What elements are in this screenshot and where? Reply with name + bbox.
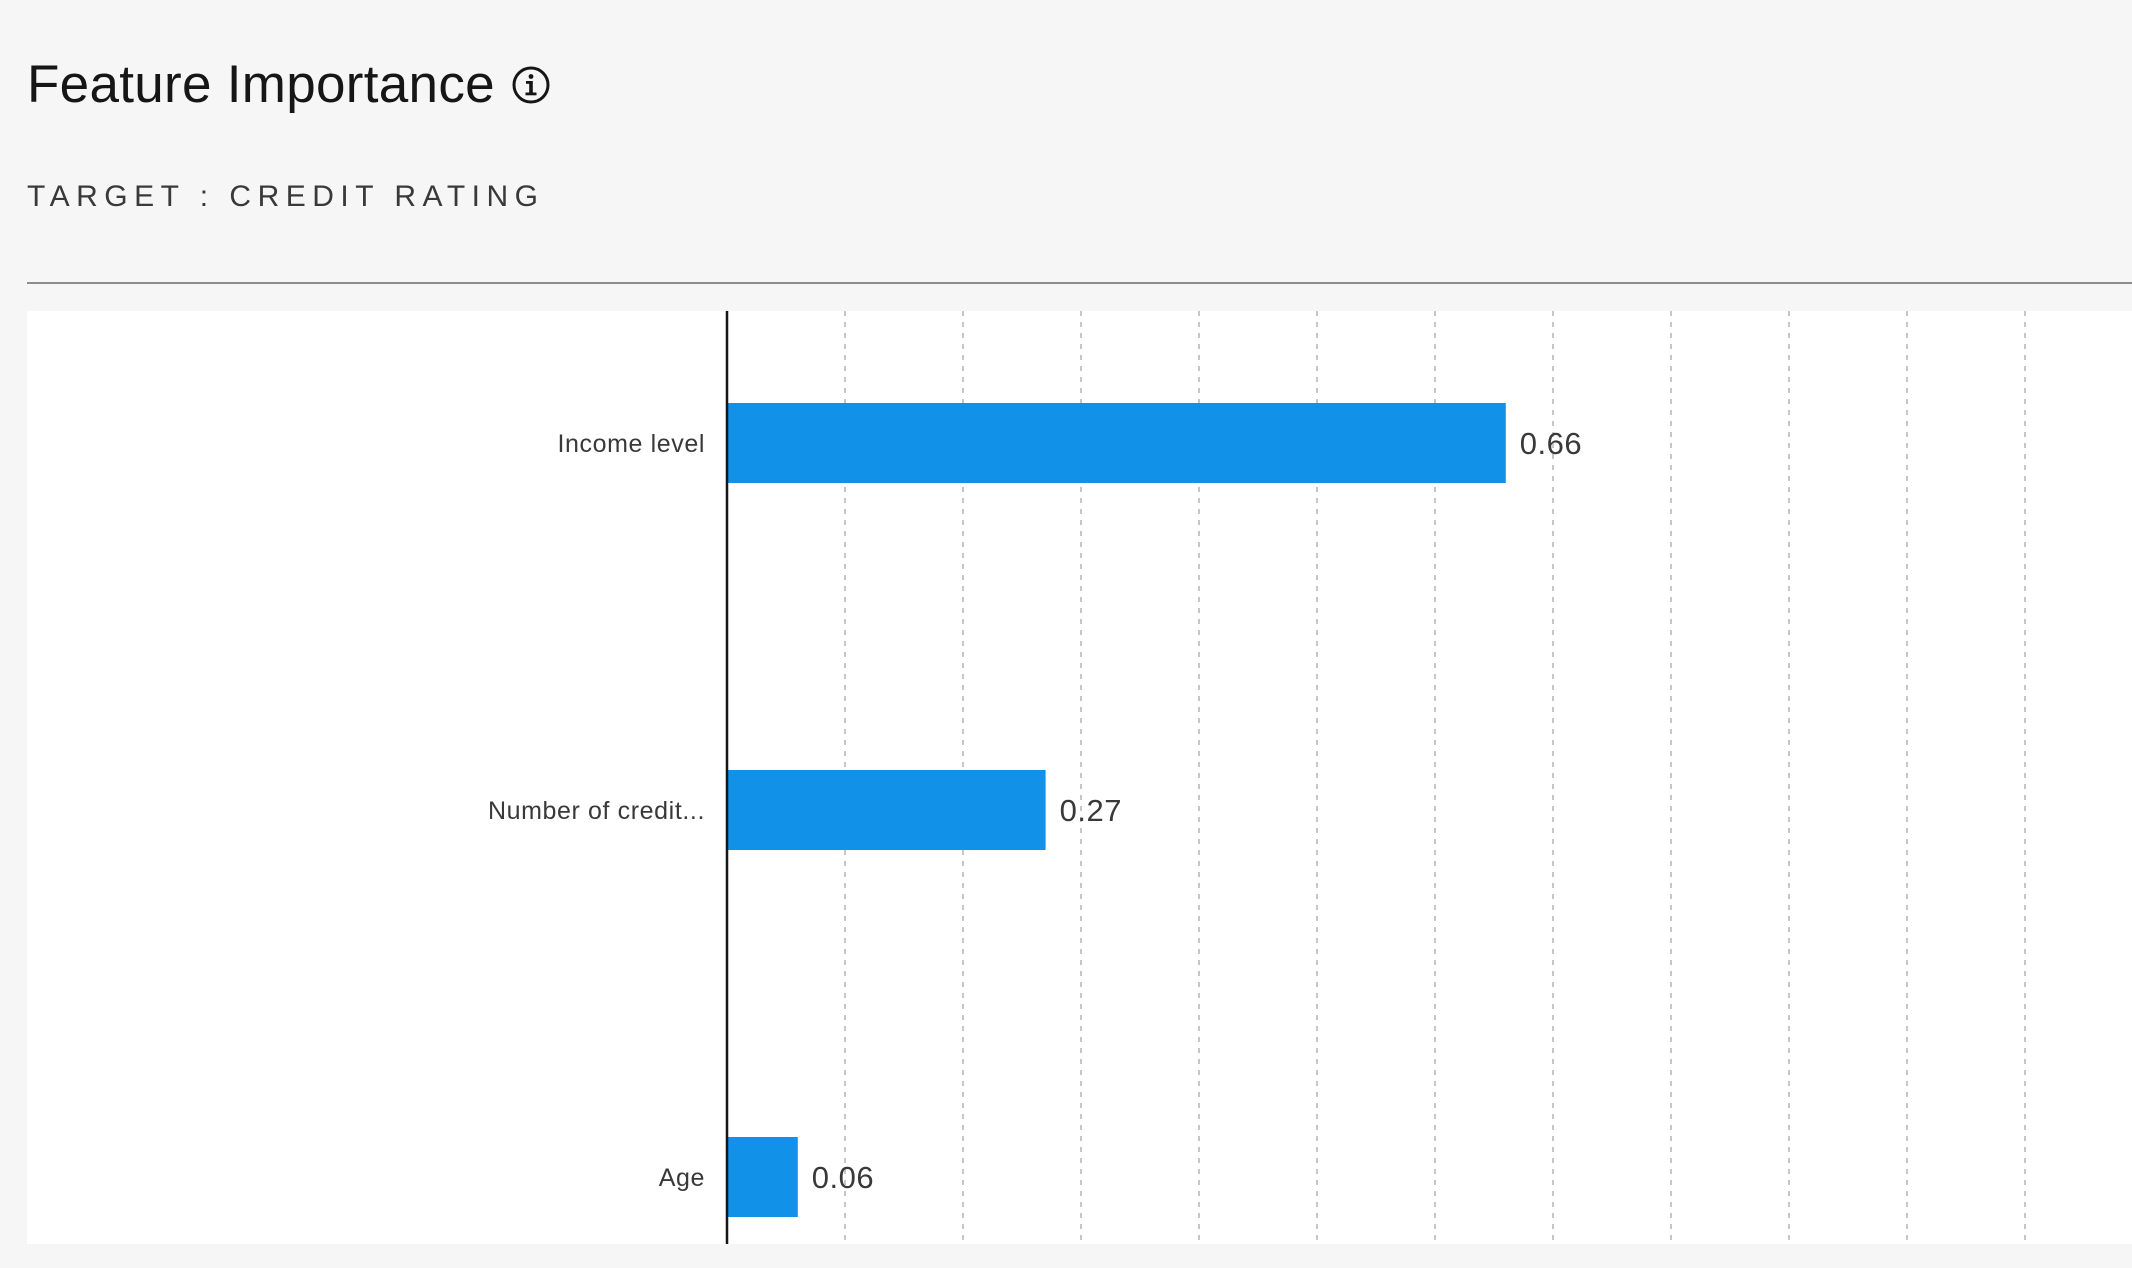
value-label-2: 0.27 <box>1060 793 1122 828</box>
bar-2[interactable] <box>727 770 1046 850</box>
bars <box>727 403 1506 1217</box>
bar-1[interactable] <box>727 403 1506 483</box>
category-label-1: Income level <box>557 430 705 458</box>
target-label: TARGET : CREDIT RATING <box>27 180 545 213</box>
category-label-3: Age <box>659 1164 705 1192</box>
info-icon[interactable] <box>511 65 551 105</box>
labels: Income level 0.66 Number of credit... 0.27 A… <box>488 426 1582 1195</box>
category-label-2: Number of credit... <box>488 797 705 825</box>
page-title: Feature Importance <box>27 55 495 114</box>
header-divider <box>27 282 2132 284</box>
feature-importance-chart: Income level 0.66 Number of credit... 0.27 A… <box>488 311 2026 1244</box>
value-label-1: 0.66 <box>1520 426 1582 461</box>
value-label-3: 0.06 <box>812 1160 874 1195</box>
title-row: Feature Importance <box>27 58 551 111</box>
chart-card: Income level 0.66 Number of credit... 0.27 A… <box>27 311 2132 1244</box>
bar-3[interactable] <box>727 1137 798 1217</box>
